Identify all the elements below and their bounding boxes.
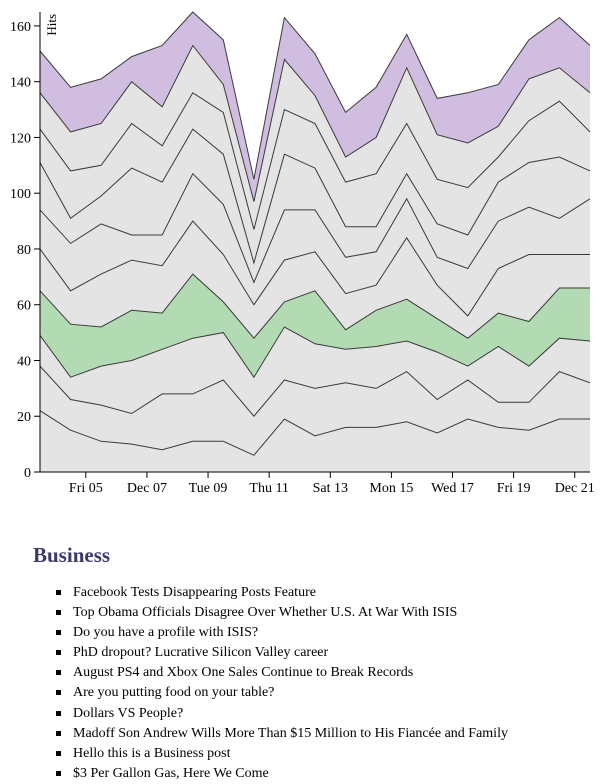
y-tick-label: 0 [24, 466, 31, 481]
area-layer-3 [40, 327, 590, 417]
x-axis: Fri 05 Dec 07 Tue 09 Thu 11 Sat 13 Mon 15 Wed … [40, 471, 595, 496]
y-tick-label: 20 [17, 410, 31, 425]
headline-item[interactable]: Top Obama Officials Disagree Over Whethe… [56, 603, 593, 623]
y-axis-label: Hits [44, 14, 59, 36]
area-layer-9 [40, 45, 590, 230]
boundary-line-4 [39, 273, 590, 339]
headline-item[interactable]: $3 Per Gallon Gas, Here We Come [56, 764, 593, 784]
headline-item[interactable]: Are you putting food on your table? [56, 683, 593, 703]
boundary-line-2 [39, 365, 591, 417]
x-tick-label: Mon 15 [369, 481, 413, 496]
area-layer-2 [40, 366, 590, 456]
y-tick-label: 40 [17, 354, 31, 369]
headline-item[interactable]: PhD dropout? Lucrative Silicon Valley ca… [56, 643, 593, 663]
y-axis: 0 20 40 60 80 100 120 140 160 [10, 12, 41, 481]
headline-item[interactable]: Hello this is a Business post [56, 744, 593, 764]
y-tick-label: 140 [10, 76, 31, 91]
business-section: Business Facebook Tests Disappearing Pos… [33, 541, 593, 784]
boundary-line-6 [39, 172, 591, 284]
headline-list: Facebook Tests Disappearing Posts Featur… [33, 583, 593, 784]
headline-item[interactable]: Do you have a profile with ISIS? [56, 623, 593, 643]
x-tick-label: Tue 09 [189, 481, 228, 496]
boundary-line-9 [39, 44, 591, 202]
boundary-line-8 [39, 92, 591, 230]
headline-item[interactable]: August PS4 and Xbox One Sales Continue t… [56, 663, 593, 683]
area-layer-6 [40, 173, 590, 316]
stacked-area-chart: 0 20 40 60 80 100 120 140 160 Fri 05 Dec 07 Tue 09… [10, 11, 595, 496]
area-layer-7 [40, 129, 590, 283]
x-tick-label: Dec 07 [127, 481, 167, 496]
x-tick-label: Wed 17 [431, 481, 474, 496]
y-tick-label: 100 [10, 187, 31, 202]
headline-item[interactable]: Facebook Tests Disappearing Posts Featur… [56, 583, 593, 603]
headline-item[interactable]: Dollars VS People? [56, 704, 593, 724]
x-tick-label: Dec 21 [555, 481, 595, 496]
y-tick-label: 60 [17, 299, 31, 314]
area-layer-5 [40, 221, 590, 339]
x-tick-label: Sat 13 [313, 481, 348, 496]
x-tick-label: Fri 05 [69, 481, 103, 496]
x-tick-label: Thu 11 [249, 481, 289, 496]
headline-item[interactable]: Madoff Son Andrew Wills More Than $15 Mi… [56, 724, 593, 744]
boundary-line-5 [39, 220, 590, 317]
y-tick-label: 80 [17, 243, 31, 258]
boundary-line-1 [39, 410, 590, 456]
section-title: Business [33, 543, 111, 567]
boundary-line-7 [39, 128, 591, 265]
boundary-line-10 [39, 11, 591, 180]
y-tick-label: 160 [10, 20, 31, 35]
area-layer-10 [40, 12, 590, 202]
area-layer-4 [40, 274, 590, 378]
area-layers [39, 11, 591, 472]
boundary-line-3 [39, 326, 591, 379]
area-layer-8 [40, 92, 590, 263]
y-tick-label: 120 [10, 131, 31, 146]
x-tick-label: Fri 19 [497, 481, 531, 496]
